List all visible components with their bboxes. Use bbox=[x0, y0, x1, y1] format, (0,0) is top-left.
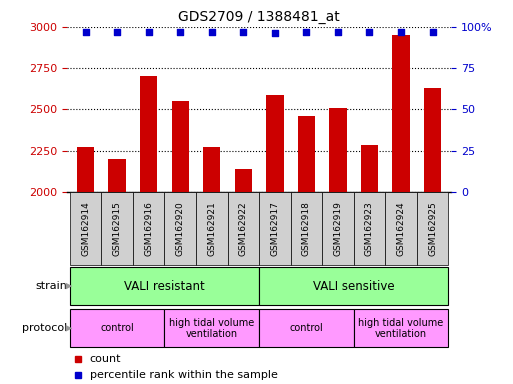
Point bbox=[271, 30, 279, 36]
Bar bbox=[77, 147, 94, 192]
Text: high tidal volume
ventilation: high tidal volume ventilation bbox=[169, 318, 254, 339]
Bar bbox=[70, 310, 165, 347]
Text: GSM162915: GSM162915 bbox=[113, 201, 122, 256]
Point bbox=[334, 29, 342, 35]
Bar bbox=[140, 76, 157, 192]
Text: control: control bbox=[100, 323, 134, 333]
Bar bbox=[392, 35, 410, 192]
Text: strain: strain bbox=[35, 281, 67, 291]
Bar bbox=[424, 88, 441, 192]
Point bbox=[239, 29, 247, 35]
Bar bbox=[102, 192, 133, 265]
Bar bbox=[259, 310, 353, 347]
Bar bbox=[228, 192, 259, 265]
Text: GSM162918: GSM162918 bbox=[302, 201, 311, 256]
Text: GSM162919: GSM162919 bbox=[333, 201, 342, 256]
Text: GSM162916: GSM162916 bbox=[144, 201, 153, 256]
Bar bbox=[165, 192, 196, 265]
Bar bbox=[353, 310, 448, 347]
Bar bbox=[259, 192, 290, 265]
Text: GSM162923: GSM162923 bbox=[365, 201, 374, 256]
Text: GSM162914: GSM162914 bbox=[81, 201, 90, 256]
Point bbox=[208, 29, 216, 35]
Text: high tidal volume
ventilation: high tidal volume ventilation bbox=[359, 318, 444, 339]
Bar bbox=[259, 267, 448, 305]
Bar bbox=[165, 310, 259, 347]
Bar bbox=[290, 192, 322, 265]
Bar bbox=[353, 192, 385, 265]
Text: GSM162921: GSM162921 bbox=[207, 201, 216, 256]
Point bbox=[113, 29, 121, 35]
Point bbox=[176, 29, 184, 35]
Title: GDS2709 / 1388481_at: GDS2709 / 1388481_at bbox=[178, 10, 340, 25]
Bar bbox=[133, 192, 165, 265]
Text: percentile rank within the sample: percentile rank within the sample bbox=[90, 371, 278, 381]
Bar bbox=[266, 94, 284, 192]
Bar bbox=[298, 116, 315, 192]
Text: GSM162917: GSM162917 bbox=[270, 201, 280, 256]
Bar bbox=[196, 192, 228, 265]
Point bbox=[397, 29, 405, 35]
Point bbox=[82, 29, 90, 35]
Bar bbox=[322, 192, 353, 265]
Text: VALI sensitive: VALI sensitive bbox=[313, 280, 394, 293]
Text: GSM162922: GSM162922 bbox=[239, 201, 248, 256]
Text: GSM162920: GSM162920 bbox=[176, 201, 185, 256]
Bar bbox=[203, 147, 221, 192]
Bar bbox=[361, 145, 378, 192]
Bar bbox=[171, 101, 189, 192]
Bar bbox=[234, 169, 252, 192]
Bar bbox=[108, 159, 126, 192]
Text: GSM162924: GSM162924 bbox=[397, 201, 405, 256]
Text: GSM162925: GSM162925 bbox=[428, 201, 437, 256]
Bar bbox=[70, 267, 259, 305]
Point bbox=[428, 29, 437, 35]
Bar bbox=[70, 192, 102, 265]
Bar bbox=[385, 192, 417, 265]
Bar bbox=[417, 192, 448, 265]
Point bbox=[145, 29, 153, 35]
Text: VALI resistant: VALI resistant bbox=[124, 280, 205, 293]
Text: count: count bbox=[90, 354, 121, 364]
Point bbox=[302, 29, 310, 35]
Bar bbox=[329, 108, 347, 192]
Point bbox=[365, 29, 373, 35]
Text: control: control bbox=[289, 323, 323, 333]
Text: protocol: protocol bbox=[22, 323, 67, 333]
